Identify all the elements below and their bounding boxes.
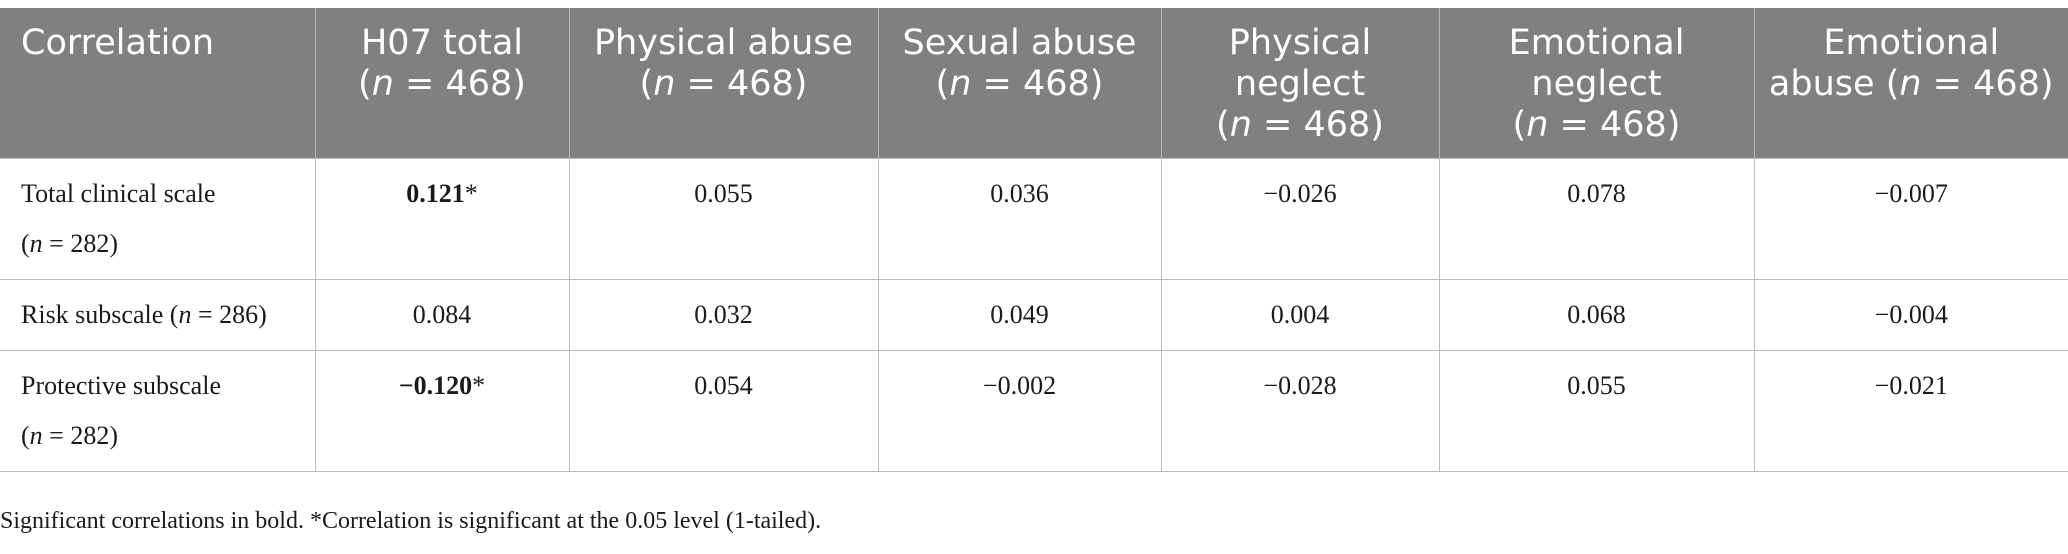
significance-star: *	[464, 179, 478, 208]
header-physical-neglect: Physical neglect (n = 468)	[1160, 8, 1440, 159]
table-cell: 0.036	[877, 158, 1162, 280]
table-cell: −0.120*	[314, 350, 570, 472]
row-label: Protective subscale (n = 282)	[0, 350, 316, 472]
row-label: Total clinical scale (n = 282)	[0, 158, 316, 280]
significance-star: *	[472, 371, 486, 400]
header-physical-abuse: Physical abuse (n = 468)	[568, 8, 879, 159]
header-label: Physical neglect	[1228, 23, 1372, 104]
table-footnote: Significant correlations in bold. *Corre…	[0, 508, 822, 534]
table-cell: 0.084	[314, 279, 570, 351]
table-cell: −0.002	[877, 350, 1162, 472]
table-row: Total clinical scale (n = 282) 0.121* 0.0…	[0, 158, 2068, 280]
header-h07-total: H07 total (n = 468)	[314, 8, 570, 159]
table-header-row: Correlation H07 total (n = 468) Physical …	[0, 8, 2068, 159]
table-cell: 0.068	[1438, 279, 1755, 351]
table-cell: −0.026	[1160, 158, 1440, 280]
header-emotional-abuse: Emotional abuse (n = 468)	[1753, 8, 2068, 159]
header-label: Physical abuse	[593, 23, 854, 63]
row-label: Risk subscale (n = 286)	[0, 279, 316, 351]
table-cell: −0.004	[1753, 279, 2068, 351]
table-cell: 0.032	[568, 279, 879, 351]
table-cell: 0.054	[568, 350, 879, 472]
cell-value: 0.121	[406, 179, 465, 208]
table-cell: 0.049	[877, 279, 1162, 351]
table-cell: −0.007	[1753, 158, 2068, 280]
header-emotional-neglect: Emotional neglect (n = 468)	[1438, 8, 1755, 159]
correlation-table: Correlation H07 total (n = 468) Physical …	[0, 8, 2068, 472]
header-label: Emotional abuse	[1768, 23, 2000, 104]
table-cell: −0.021	[1753, 350, 2068, 472]
table-cell: 0.055	[568, 158, 879, 280]
header-label: H07 total	[360, 23, 523, 63]
table-cell: 0.055	[1438, 350, 1755, 472]
table-cell: 0.004	[1160, 279, 1440, 351]
header-correlation: Correlation	[0, 8, 316, 159]
cell-value: −0.120	[398, 371, 473, 400]
header-label: Emotional neglect	[1508, 23, 1685, 104]
table-row: Risk subscale (n = 286) 0.084 0.032 0.04…	[0, 279, 2068, 351]
header-sexual-abuse: Sexual abuse (n = 468)	[877, 8, 1162, 159]
header-label: Sexual abuse	[902, 23, 1137, 63]
table-cell: −0.028	[1160, 350, 1440, 472]
table-cell: 0.121*	[314, 158, 570, 280]
table-row: Protective subscale (n = 282) −0.120* 0.0…	[0, 350, 2068, 472]
table-cell: 0.078	[1438, 158, 1755, 280]
